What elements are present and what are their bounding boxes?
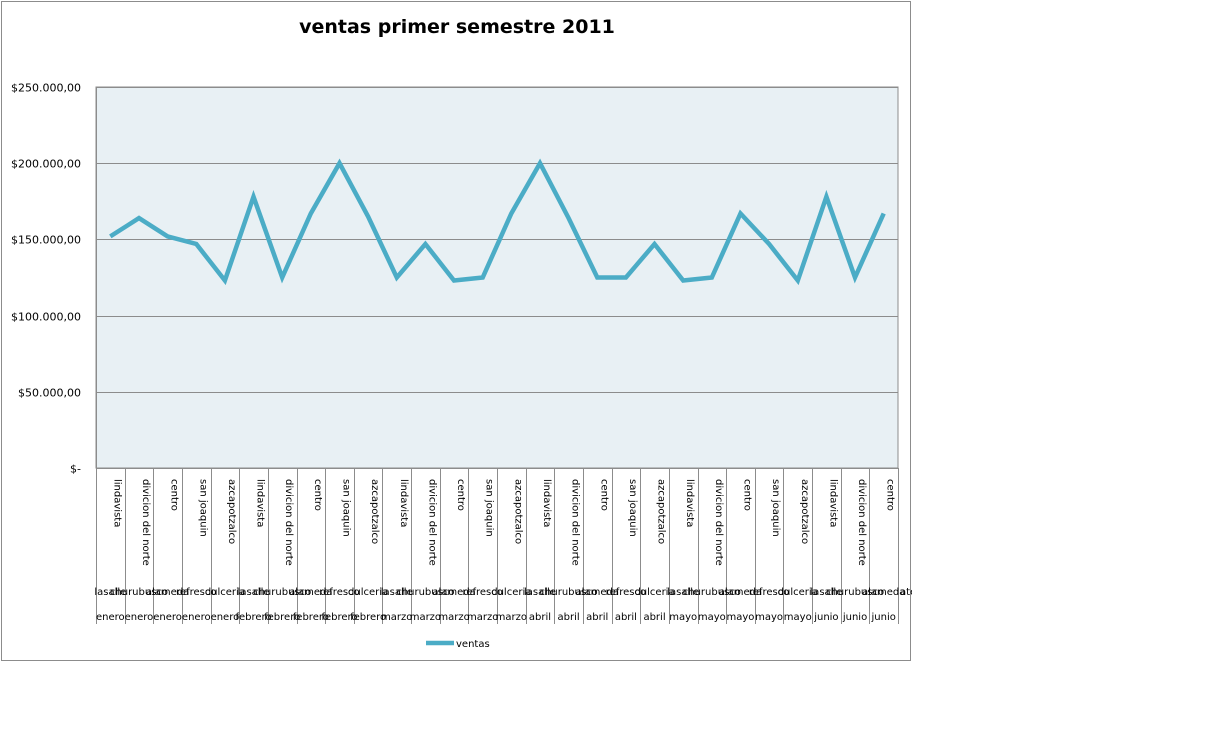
x-tick-label-branch: lindavista [541,479,552,527]
x-tick-label-group: churubusco [396,587,454,598]
x-tick-label-branch: san joaquin [340,479,351,537]
x-tick-label-month: abril [586,612,608,623]
x-tick-label-branch: lindavista [398,479,409,527]
x-tick-label-group: alameda [576,587,619,598]
x-tick-label-branch: azcapotzalco [656,479,667,544]
x-tick-label-branch: lindavista [684,479,695,527]
x-tick-label-month: abril [558,612,580,623]
x-tick-label-month: enero [211,612,240,623]
x-tick-label-branch: azcapotzalco [369,479,380,544]
x-tick-label-group: refresco [176,587,216,598]
series-line-ventas [109,158,886,286]
chart-title: ventas primer semestre 2011 [299,16,615,38]
x-tick-label-group: dulceria [634,587,674,598]
y-tick-label: $- [70,463,81,476]
x-tick-label-branch: azcapotzalco [799,479,810,544]
x-tick-label-group: refresco [462,587,502,598]
x-tick-label-branch: san joaquin [627,479,638,537]
x-tick-label-month: febrero [321,612,357,623]
y-tick-label: $50.000,00 [18,387,81,400]
x-tick-label-branch: divicion del norte [140,479,151,566]
x-tick-label-branch: centro [598,479,609,511]
y-tick-label: $200.000,00 [11,158,81,171]
x-tick-label-group: refresco [606,587,646,598]
x-tick-label-month: marzo [438,612,469,623]
x-tick-label-month: mayo [669,612,697,623]
x-tick-label-month: febrero [235,612,271,623]
y-tick-label: $100.000,00 [11,311,81,324]
x-tick-label-month: mayo [698,612,726,623]
y-tick-label: $150.000,00 [11,234,81,247]
x-tick-label-branch: san joaquin [484,479,495,537]
x-tick-label-branch: centro [169,479,180,511]
x-tick-label-branch: lindavista [255,479,266,527]
x-tick-label-group: refresco [749,587,789,598]
x-tick-label-branch: san joaquin [770,479,781,537]
x-tick-label-month: febrero [350,612,386,623]
x-tick-label-group: dulceria [205,587,245,598]
x-tick-label-month: abril [615,612,637,623]
x-tick-label-group: refresco [319,587,359,598]
x-tick-label-group: dulceria [778,587,818,598]
x-tick-label-month: marzo [467,612,498,623]
x-tick-label-branch: azcapotzalco [512,479,523,544]
x-tick-label-month: mayo [755,612,783,623]
x-tick-label-group: churubusco [540,587,598,598]
x-tick-label-month: junio [842,612,867,623]
x-tick-label-month: marzo [496,612,527,623]
x-tick-label-branch: divicion del norte [570,479,581,566]
x-tick-label-month: enero [182,612,211,623]
chart-area: ventas primer semestre 2011 $- $50.000,00… [1,1,912,661]
x-tick-label-month: enero [153,612,182,623]
x-tick-label-month: enero [96,612,125,623]
line-chart: $- $50.000,00 $100.000,00 $150.000,00 $200.0… [11,82,912,651]
x-tick-label-month: abril [643,612,665,623]
x-tick-label-month: enero [125,612,154,623]
x-tick-label-branch: lindavista [827,479,838,527]
x-tick-label-branch: lindavista [111,479,122,527]
x-tick-label-trailing: ates [900,587,912,598]
x-tick-label-group: alameda [719,587,762,598]
x-tick-label-branch: divicion del norte [856,479,867,566]
x-tick-label-group: dulceria [491,587,531,598]
x-tick-label-group: lasalle [810,587,842,598]
x-tick-label-month: marzo [381,612,412,623]
x-tick-label-group: churubusco [253,587,311,598]
legend-label-ventas: ventas [456,639,490,650]
x-tick-label-group: alameda [432,587,475,598]
x-tick-label-branch: divicion del norte [426,479,437,566]
x-tick-label-group: alameda [862,587,905,598]
x-tick-label-branch: azcapotzalco [226,479,237,544]
x-tick-label-month: junio [870,612,895,623]
x-tick-label-group: lasalle [524,587,556,598]
x-tick-label-branch: centro [312,479,323,511]
x-tick-label-month: febrero [264,612,300,623]
x-tick-label-group: lasalle [238,587,270,598]
x-tick-label-branch: divicion del norte [283,479,294,566]
x-tick-label-group: dulceria [348,587,388,598]
x-tick-label-group: churubusco [683,587,741,598]
x-tick-label-month: marzo [410,612,441,623]
x-tick-label-month: junio [813,612,838,623]
x-tick-label-group: churubusco [110,587,168,598]
plot-background [95,86,899,469]
x-tick-label-group: lasalle [94,587,126,598]
x-tick-label-group: alameda [146,587,189,598]
x-tick-label-group: lasalle [667,587,699,598]
x-tick-label-month: abril [529,612,551,623]
x-tick-label-branch: divicion del norte [713,479,724,566]
x-tick-label-branch: centro [741,479,752,511]
x-tick-label-group: lasalle [381,587,413,598]
y-tick-label: $250.000,00 [11,82,81,95]
x-tick-label-group: alameda [289,587,332,598]
x-tick-label-month: mayo [727,612,755,623]
x-tick-label-branch: centro [885,479,896,511]
x-tick-label-month: febrero [293,612,329,623]
x-tick-label-month: mayo [784,612,812,623]
x-tick-label-branch: centro [455,479,466,511]
x-tick-label-branch: san joaquin [197,479,208,537]
x-tick-label-group: churubusco [826,587,884,598]
